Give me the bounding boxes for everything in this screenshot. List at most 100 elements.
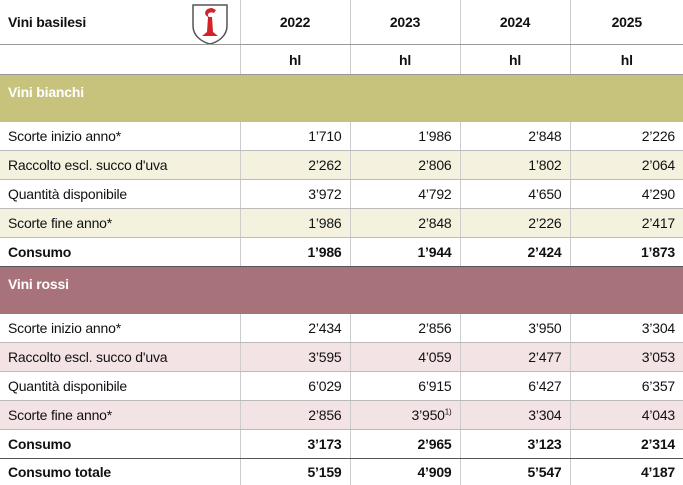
value: 2’856 <box>308 407 341 423</box>
value-cell: 2’848 <box>460 122 570 151</box>
value-cell: 2’417 <box>570 209 683 238</box>
value-cell: 3’950 <box>460 314 570 343</box>
value: 2’965 <box>417 436 451 452</box>
value-cell: 3’173 <box>240 430 350 459</box>
value: 1’986 <box>307 244 341 260</box>
value: 4’043 <box>642 407 675 423</box>
year-cell: 2023 <box>350 0 460 45</box>
value-cell: 5’547 <box>460 459 570 485</box>
value-cell: 4’290 <box>570 180 683 209</box>
row-label: Consumo totale <box>8 464 111 480</box>
value: 3’123 <box>527 436 561 452</box>
value: 3’950 <box>528 320 561 336</box>
unit: hl <box>621 52 633 68</box>
value: 2’314 <box>641 436 675 452</box>
value: 1’873 <box>641 244 675 260</box>
value-cell: 2’064 <box>570 151 683 180</box>
value-cell: 2’856 <box>350 314 460 343</box>
value: 3’304 <box>528 407 561 423</box>
value-cell: 2’226 <box>460 209 570 238</box>
value-cell: 2’424 <box>460 238 570 267</box>
unit-cell: hl <box>350 45 460 75</box>
value: 2’424 <box>527 244 561 260</box>
value: 4’792 <box>418 186 451 202</box>
row-label-cell: Raccolto escl. succo d'uva <box>0 343 240 372</box>
value-cell: 3’053 <box>570 343 683 372</box>
unit-cell: hl <box>460 45 570 75</box>
value: 4’059 <box>418 349 451 365</box>
value: 5’159 <box>307 464 341 480</box>
value-cell: 4’059 <box>350 343 460 372</box>
section-title-cell: Vini rossi <box>0 267 683 315</box>
value-cell: 2’226 <box>570 122 683 151</box>
value-cell: 3’304 <box>460 401 570 430</box>
section-title-cell: Vini bianchi <box>0 75 683 123</box>
row-label: Quantità disponibile <box>8 378 127 394</box>
value-cell: 5’159 <box>240 459 350 485</box>
unit: hl <box>509 52 521 68</box>
value-cell: 4’187 <box>570 459 683 485</box>
value: 2’226 <box>642 128 675 144</box>
row-label-cell: Consumo <box>0 238 240 267</box>
value-cell: 2’434 <box>240 314 350 343</box>
row-label-cell: Quantità disponibile <box>0 180 240 209</box>
footnote: 1) <box>445 407 452 416</box>
value-cell: 4’792 <box>350 180 460 209</box>
data-row: Consumo 3’173 2’965 3’123 2’314 <box>0 430 683 459</box>
data-row: Scorte fine anno* 2’856 3’9501) 3’304 4’043 <box>0 401 683 430</box>
value: 2’856 <box>418 320 451 336</box>
value-cell: 1’710 <box>240 122 350 151</box>
value: 4’650 <box>528 186 561 202</box>
value-cell: 3’123 <box>460 430 570 459</box>
year: 2025 <box>612 14 642 30</box>
row-label-cell: Quantità disponibile <box>0 372 240 401</box>
units-blank <box>0 45 240 75</box>
value: 2’226 <box>528 215 561 231</box>
value-cell: 1’802 <box>460 151 570 180</box>
unit-cell: hl <box>570 45 683 75</box>
value: 3’304 <box>642 320 675 336</box>
row-label-cell: Scorte fine anno* <box>0 401 240 430</box>
data-row: Quantità disponibile 3’972 4’792 4’650 4’290 <box>0 180 683 209</box>
value-cell: 3’9501) <box>350 401 460 430</box>
value-cell: 3’304 <box>570 314 683 343</box>
row-label-cell: Consumo totale <box>0 459 240 485</box>
value: 2’477 <box>528 349 561 365</box>
row-label: Consumo <box>8 436 71 452</box>
value-cell: 2’848 <box>350 209 460 238</box>
header-title: Vini basilesi <box>8 14 86 30</box>
value-cell: 2’477 <box>460 343 570 372</box>
value-cell: 1’986 <box>350 122 460 151</box>
value-cell: 6’427 <box>460 372 570 401</box>
value-cell: 3’972 <box>240 180 350 209</box>
value: 3’972 <box>308 186 341 202</box>
value-cell: 1’873 <box>570 238 683 267</box>
value: 2’064 <box>642 157 675 173</box>
value-cell: 2’314 <box>570 430 683 459</box>
value: 1’710 <box>308 128 341 144</box>
value: 3’173 <box>307 436 341 452</box>
year: 2022 <box>280 14 310 30</box>
data-row: Scorte inizio anno* 2’434 2’856 3’950 3’304 <box>0 314 683 343</box>
value-cell: 4’909 <box>350 459 460 485</box>
row-label: Consumo <box>8 244 71 260</box>
value: 4’187 <box>641 464 675 480</box>
value: 6’357 <box>642 378 675 394</box>
value: 4’290 <box>642 186 675 202</box>
value-cell: 6’915 <box>350 372 460 401</box>
row-label: Scorte inizio anno* <box>8 320 121 336</box>
value-cell: 6’029 <box>240 372 350 401</box>
value: 5’547 <box>527 464 561 480</box>
value-cell: 2’806 <box>350 151 460 180</box>
year-cell: 2024 <box>460 0 570 45</box>
value: 4’909 <box>417 464 451 480</box>
value: 2’848 <box>418 215 451 231</box>
value: 1’986 <box>418 128 451 144</box>
